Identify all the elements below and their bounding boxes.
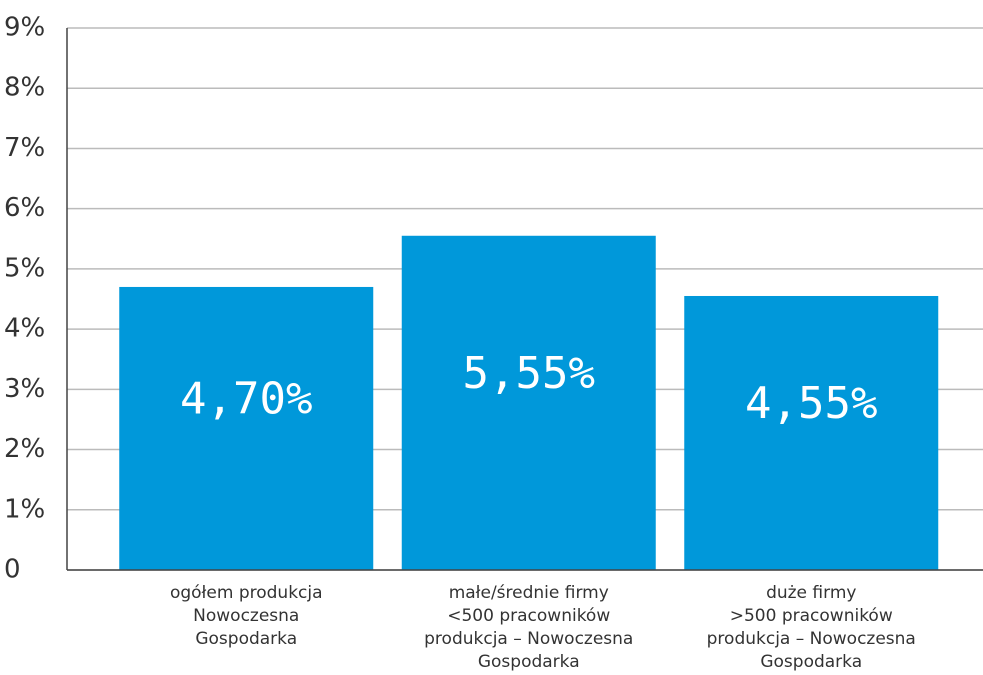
x-tick-label: małe/średnie firmy <500 pracowników prod… (424, 583, 634, 672)
bar (684, 295, 939, 570)
x-tick-label: ogółem produkcja Nowoczesna Gospodarka (169, 583, 323, 649)
bar (401, 235, 656, 570)
x-tick-label: duże firmy >500 pracowników produkcja – … (706, 583, 916, 672)
y-tick-label: 9% (4, 13, 45, 43)
y-tick-label: 3% (4, 374, 45, 404)
bar-value-label: 4,70% (180, 373, 312, 424)
y-tick-label: 4% (4, 314, 45, 344)
y-tick-label: 1% (4, 494, 45, 524)
y-tick-label: 0 (4, 555, 21, 585)
y-tick-label: 7% (4, 133, 45, 163)
bar-value-label: 4,55% (745, 378, 877, 429)
y-tick-label: 6% (4, 193, 45, 223)
y-tick-label: 2% (4, 434, 45, 464)
bar (119, 286, 374, 570)
bar-value-label: 5,55% (463, 348, 595, 399)
y-tick-label: 5% (4, 253, 45, 283)
y-tick-label: 8% (4, 73, 45, 103)
